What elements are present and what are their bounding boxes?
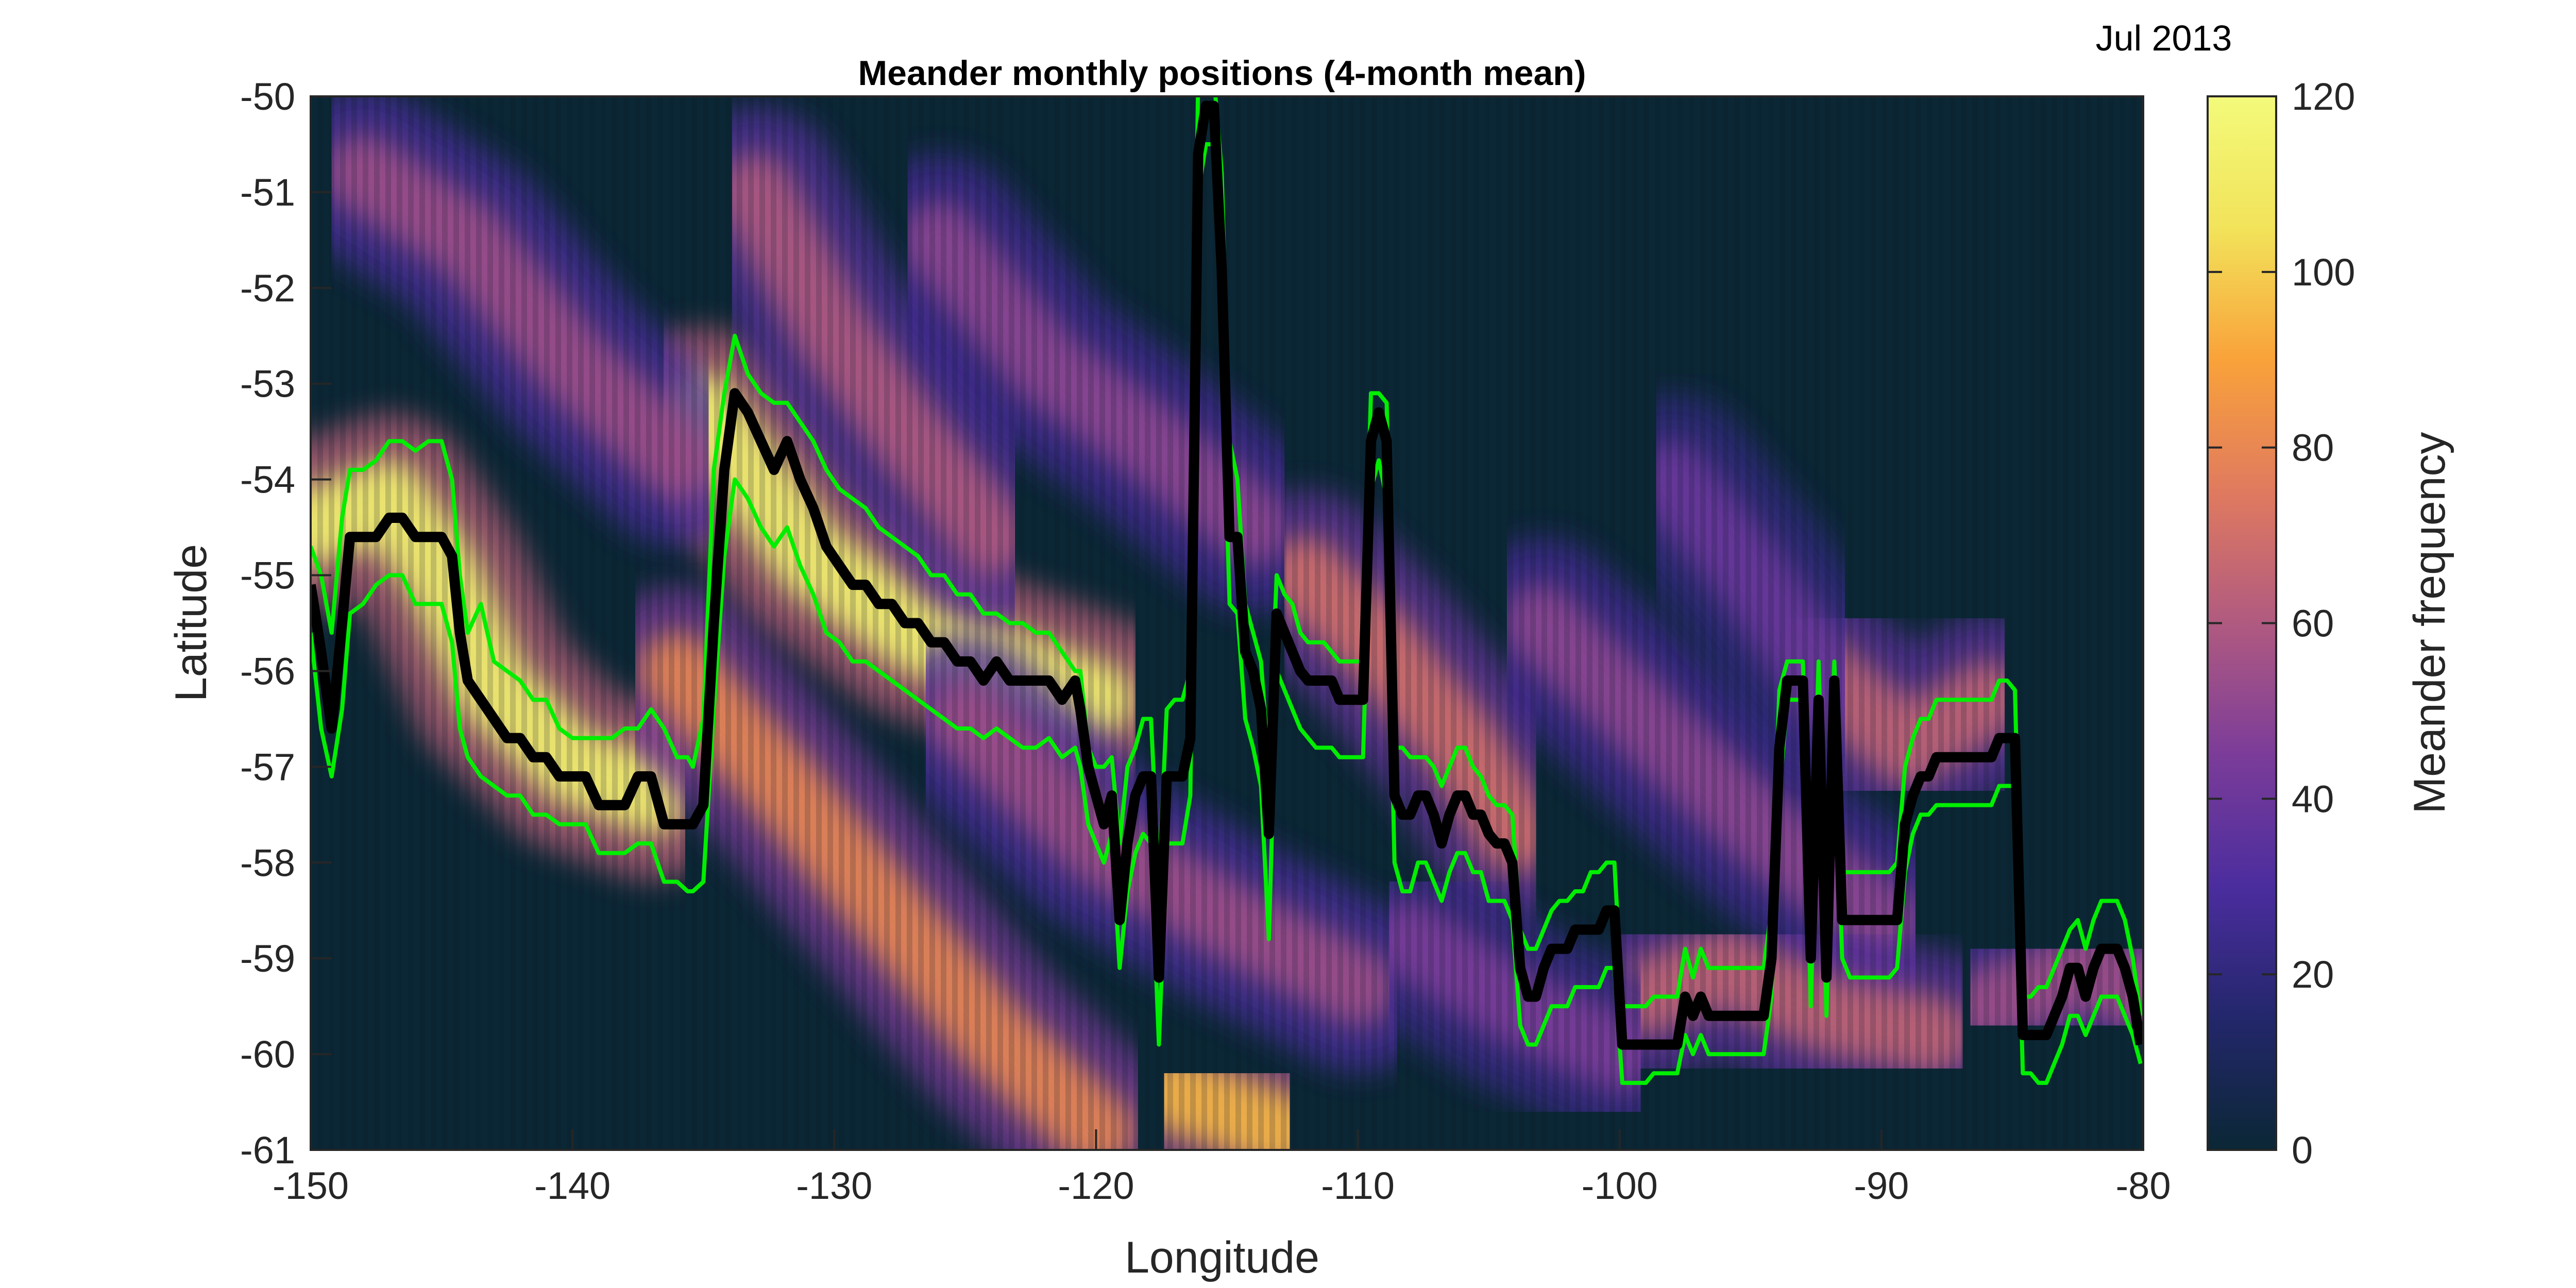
- chart-title: Meander monthly positions (4-month mean): [858, 54, 1586, 93]
- colorbar-tick-label: 20: [2292, 953, 2334, 996]
- y-tick-label: -52: [240, 267, 295, 310]
- y-tick-label: -57: [240, 745, 295, 788]
- y-tick-label: -50: [240, 75, 295, 118]
- y-tick-label: -53: [240, 363, 295, 405]
- x-tick-label: -120: [1058, 1164, 1134, 1207]
- y-tick-label: -58: [240, 841, 295, 884]
- y-tick-label: -59: [240, 937, 295, 980]
- x-tick-label: -80: [2116, 1164, 2171, 1207]
- series-line-mean: [311, 100, 2143, 1050]
- x-tick-label: -140: [534, 1164, 611, 1207]
- colorbar-tick-label: 80: [2292, 427, 2334, 469]
- colorbar-axis: 0 20 40 60 80 100 120: [2208, 75, 2355, 1172]
- meander-lines: [311, 96, 2143, 1085]
- colorbar-tick-label: 60: [2292, 602, 2334, 645]
- colorbar-label: Meander frequency: [2405, 432, 2454, 814]
- x-tick-label: -130: [796, 1164, 872, 1207]
- x-tick-label: -150: [273, 1164, 349, 1207]
- y-tick-label: -61: [240, 1129, 295, 1172]
- colorbar-tick-label: 100: [2292, 251, 2355, 294]
- x-axis: -150 -140 -130 -120 -110 -100 -90 -80: [273, 1129, 2171, 1207]
- y-axis: -50 -51 -52 -53 -54 -55 -56 -57 -58 -59 -60 -61: [240, 75, 331, 1172]
- x-tick-label: -100: [1582, 1164, 1658, 1207]
- series-line-lower-bound: [311, 142, 2143, 1085]
- date-label: Jul 2013: [2096, 18, 2232, 58]
- x-tick-label: -110: [1321, 1164, 1395, 1207]
- y-tick-label: -56: [240, 650, 295, 692]
- y-tick-label: -55: [240, 554, 295, 597]
- y-axis-label: Latitude: [166, 544, 216, 702]
- x-axis-label: Longitude: [1125, 1233, 1319, 1282]
- y-tick-label: -60: [240, 1033, 295, 1076]
- colorbar-tick-label: 40: [2292, 777, 2334, 820]
- y-tick-label: -54: [240, 459, 295, 501]
- x-tick-label: -90: [1854, 1164, 1909, 1207]
- colorbar-tick-label: 120: [2292, 75, 2355, 118]
- y-tick-label: -51: [240, 171, 295, 214]
- colorbar-tick-label: 0: [2292, 1129, 2313, 1172]
- heatmap-texture: [311, 96, 2143, 1150]
- plot-frame: [310, 95, 2144, 1151]
